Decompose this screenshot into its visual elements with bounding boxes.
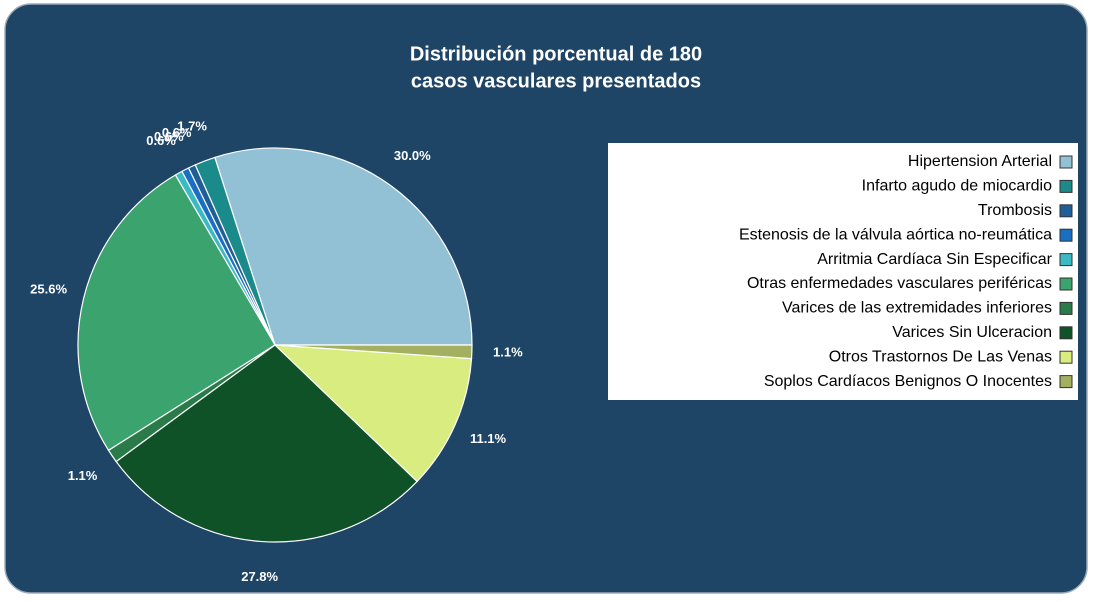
legend-swatch <box>1059 179 1073 193</box>
legend-label: Varices de las extremidades inferiores <box>782 300 1052 317</box>
legend-swatch <box>1059 277 1073 291</box>
data-label: 0.6% <box>154 129 184 144</box>
legend-label: Arritmia Cardíaca Sin Especificar <box>817 251 1052 268</box>
legend-label: Varices Sin Ulceracion <box>892 324 1052 341</box>
data-label: 0.6% <box>162 125 192 140</box>
chart-title: Distribución porcentual de 180 <box>410 43 702 65</box>
data-label: 25.6% <box>30 281 67 296</box>
pie-slice <box>77 174 276 452</box>
legend-label: Otros Trastornos De Las Venas <box>829 348 1052 365</box>
pie-slice <box>273 344 473 483</box>
legend-swatch <box>1059 326 1073 340</box>
legend-swatch <box>1059 204 1073 218</box>
legend-label: Trombosis <box>978 202 1052 219</box>
data-label: 30.0% <box>394 148 431 163</box>
chart-title: casos vasculares presentados <box>411 70 701 92</box>
legend-swatch <box>1059 253 1073 267</box>
pie-slice <box>115 344 418 543</box>
pie-slice <box>274 344 473 360</box>
legend-label: Estenosis de la válvula aórtica no-reumá… <box>739 226 1052 243</box>
legend-label: Infarto agudo de miocardio <box>862 178 1052 195</box>
legend-swatch <box>1059 228 1073 242</box>
legend-swatch <box>1059 350 1073 364</box>
legend-label: Soplos Cardíacos Benignos O Inocentes <box>764 373 1052 390</box>
pie-slice <box>214 147 473 346</box>
legend-swatch <box>1059 301 1073 315</box>
data-label: 1.7% <box>177 119 207 134</box>
data-label: 0.6% <box>146 133 176 148</box>
data-label: 11.1% <box>470 431 507 446</box>
legend-label: Hipertension Arterial <box>908 153 1052 170</box>
legend <box>608 143 1078 400</box>
data-label: 1.1% <box>493 344 523 359</box>
legend-label: Otras enfermedades vasculares periférica… <box>747 275 1052 292</box>
data-label: 27.8% <box>241 569 278 584</box>
legend-swatch <box>1059 155 1073 169</box>
legend-swatch <box>1059 375 1073 389</box>
data-label: 1.1% <box>68 468 98 483</box>
